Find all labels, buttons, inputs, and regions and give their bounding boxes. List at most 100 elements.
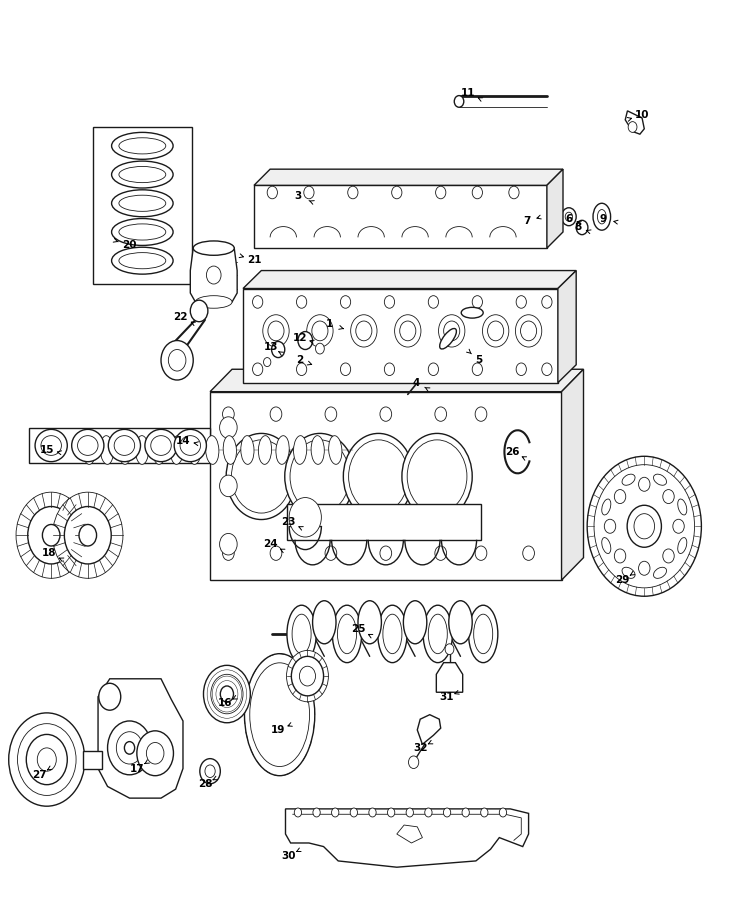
Circle shape (220, 534, 237, 555)
Circle shape (435, 546, 447, 561)
Polygon shape (417, 715, 441, 744)
Circle shape (351, 315, 377, 347)
Ellipse shape (358, 600, 381, 644)
Ellipse shape (119, 138, 166, 154)
Circle shape (304, 186, 314, 199)
Circle shape (290, 440, 350, 513)
Ellipse shape (449, 600, 472, 644)
Text: 5: 5 (475, 356, 482, 365)
Circle shape (287, 651, 329, 702)
Text: 25: 25 (351, 625, 366, 634)
Polygon shape (243, 271, 576, 289)
Circle shape (116, 732, 143, 764)
Circle shape (298, 331, 312, 349)
Circle shape (482, 315, 509, 347)
Circle shape (587, 456, 701, 596)
Circle shape (444, 321, 460, 341)
Circle shape (325, 407, 337, 421)
Circle shape (472, 296, 482, 308)
Circle shape (454, 95, 464, 107)
Circle shape (264, 357, 270, 366)
Polygon shape (625, 111, 645, 134)
Circle shape (520, 321, 537, 341)
Circle shape (53, 492, 123, 579)
Circle shape (542, 296, 552, 308)
Circle shape (562, 208, 576, 226)
Circle shape (343, 434, 414, 519)
Text: 14: 14 (176, 436, 190, 446)
Circle shape (487, 321, 503, 341)
Ellipse shape (311, 436, 324, 464)
Circle shape (43, 525, 60, 546)
Ellipse shape (153, 436, 166, 464)
Circle shape (443, 808, 451, 817)
Ellipse shape (108, 429, 140, 462)
Ellipse shape (119, 195, 166, 212)
Text: 1: 1 (326, 320, 333, 329)
Ellipse shape (180, 436, 201, 455)
Circle shape (26, 734, 68, 785)
Ellipse shape (35, 429, 68, 462)
Circle shape (220, 417, 237, 438)
Text: 30: 30 (282, 850, 295, 860)
Circle shape (369, 808, 376, 817)
Ellipse shape (404, 600, 427, 644)
Text: 2: 2 (296, 356, 304, 365)
Circle shape (516, 363, 526, 375)
Ellipse shape (151, 436, 171, 455)
Circle shape (406, 808, 413, 817)
Circle shape (205, 765, 215, 778)
Circle shape (220, 475, 237, 497)
Circle shape (79, 525, 96, 546)
Circle shape (299, 666, 315, 686)
Circle shape (628, 122, 637, 132)
Circle shape (407, 440, 467, 513)
Ellipse shape (653, 474, 667, 485)
Circle shape (350, 808, 357, 817)
Circle shape (429, 296, 439, 308)
Text: 17: 17 (129, 763, 144, 773)
Text: 6: 6 (565, 213, 573, 223)
Circle shape (294, 808, 301, 817)
Circle shape (481, 808, 488, 817)
Text: 21: 21 (247, 255, 261, 265)
Circle shape (211, 674, 243, 714)
Polygon shape (210, 392, 562, 580)
Circle shape (313, 808, 320, 817)
Ellipse shape (145, 429, 177, 462)
Circle shape (232, 440, 291, 513)
Text: 9: 9 (600, 214, 607, 224)
Circle shape (356, 321, 372, 341)
Circle shape (65, 507, 111, 564)
Ellipse shape (593, 203, 611, 230)
Polygon shape (254, 169, 563, 185)
Circle shape (16, 492, 86, 579)
Text: 4: 4 (413, 378, 420, 388)
Text: 16: 16 (218, 698, 232, 708)
Circle shape (439, 315, 465, 347)
Ellipse shape (223, 436, 237, 464)
Ellipse shape (119, 253, 166, 269)
Circle shape (253, 296, 263, 308)
Ellipse shape (312, 600, 336, 644)
Circle shape (306, 315, 333, 347)
Circle shape (223, 546, 234, 561)
Ellipse shape (678, 537, 686, 554)
Circle shape (594, 464, 695, 588)
Circle shape (475, 407, 487, 421)
Polygon shape (558, 271, 576, 382)
Circle shape (315, 343, 324, 354)
Ellipse shape (100, 436, 113, 464)
Circle shape (576, 220, 588, 235)
Polygon shape (437, 662, 463, 692)
Ellipse shape (171, 436, 184, 464)
Ellipse shape (72, 429, 104, 462)
Circle shape (614, 549, 625, 563)
Circle shape (18, 724, 76, 796)
Circle shape (270, 546, 282, 561)
Circle shape (271, 341, 284, 357)
Ellipse shape (622, 567, 635, 579)
Ellipse shape (383, 614, 402, 653)
Ellipse shape (135, 436, 148, 464)
Circle shape (380, 407, 392, 421)
